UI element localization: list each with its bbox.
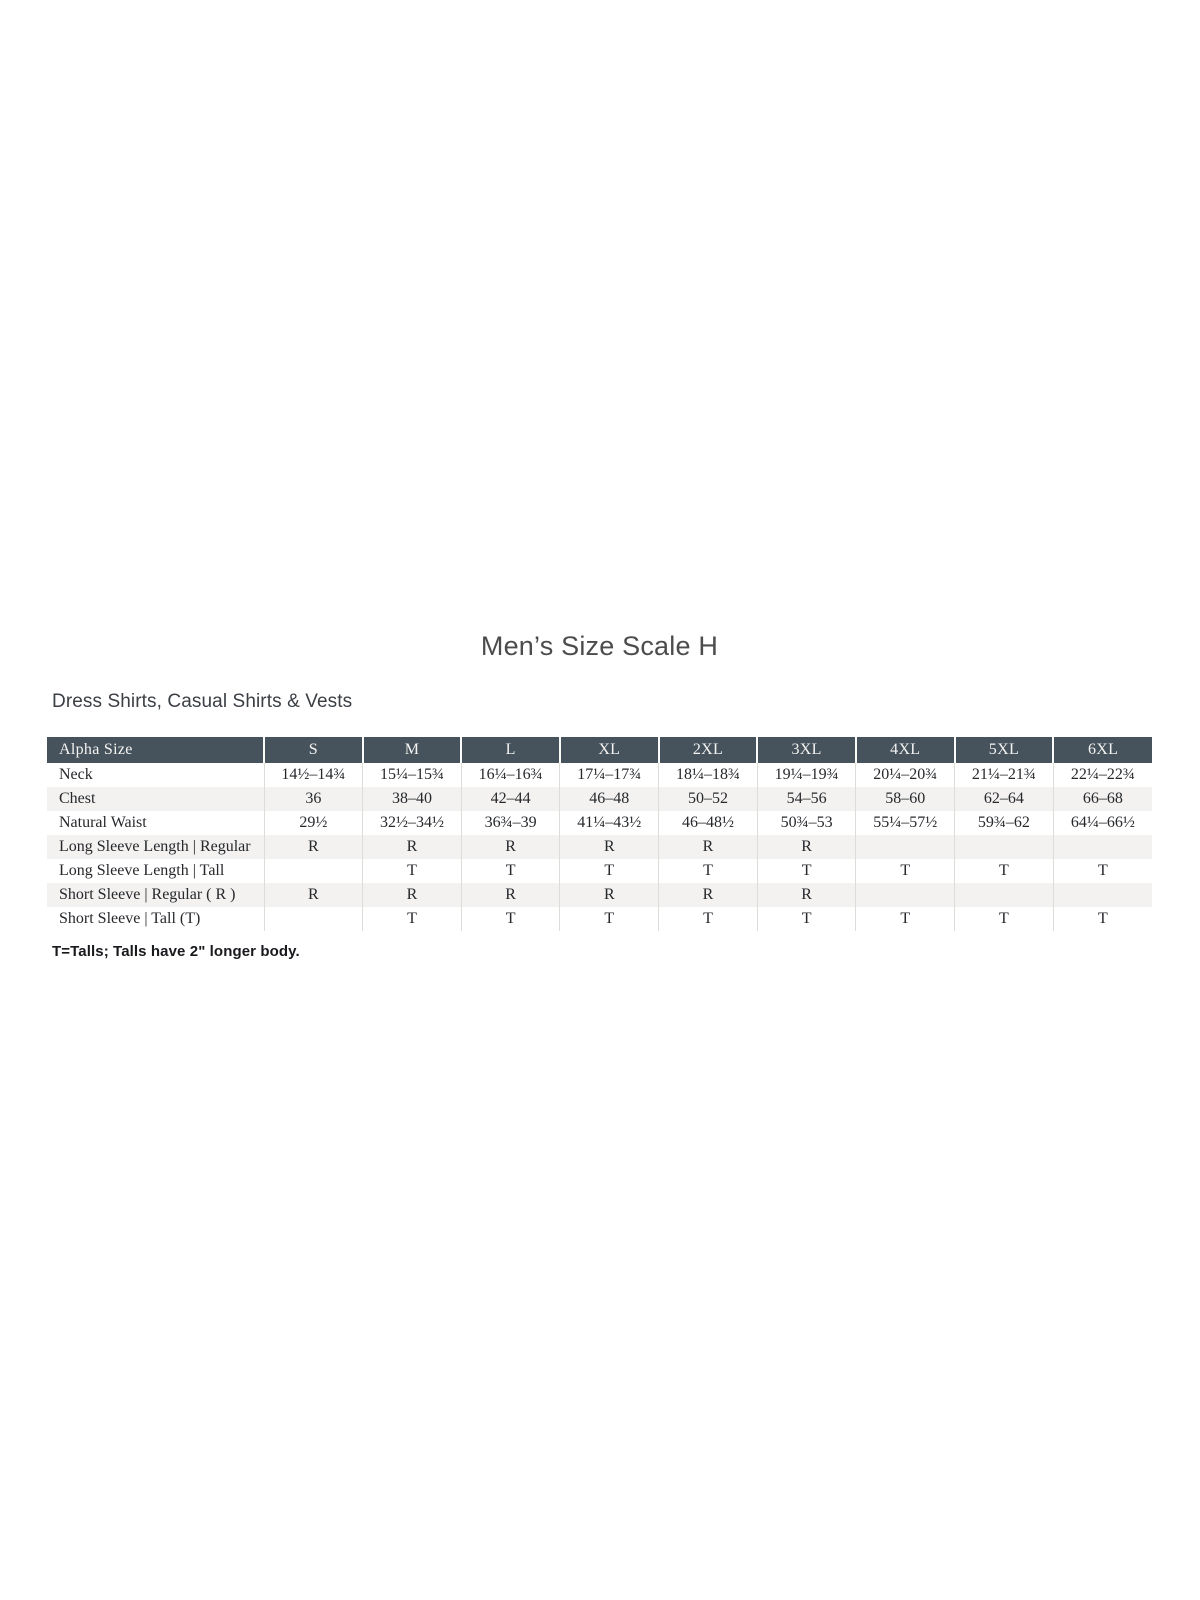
size-cell: T [559,859,659,883]
size-cell: 50–52 [658,787,758,811]
column-header-size: 2XL [657,737,758,763]
size-cell: T [954,907,1054,931]
size-cell: T [658,859,758,883]
size-cell: R [362,835,462,859]
size-cell: 20¼–20¾ [855,763,955,787]
table-row: Long Sleeve Length | Regular R R R R R R [47,835,1152,859]
size-cell: 38–40 [362,787,462,811]
size-cell: 15¼–15¾ [362,763,462,787]
size-cell: 36¾–39 [460,811,560,835]
row-label: Short Sleeve | Regular ( R ) [59,886,236,903]
size-cell [954,883,1054,907]
size-cell: 22¼–22¾ [1052,763,1152,787]
size-cell: R [362,883,462,907]
size-cell: 66–68 [1052,787,1152,811]
column-header-size: 3XL [756,737,856,763]
size-cell: T [362,859,462,883]
size-cell: 36 [263,787,363,811]
size-cell: T [658,907,758,931]
size-cell: T [460,907,560,931]
size-cell: 14½–14¾ [263,763,363,787]
column-header-size: XL [558,737,659,763]
size-cell: 46–48½ [658,811,758,835]
size-cell: T [855,859,955,883]
size-cell: R [658,835,758,859]
size-cell [954,835,1054,859]
size-cell: T [362,907,462,931]
table-header-row: Alpha Size S M L XL 2XL 3XL 4XL 5XL 6XL [47,737,1152,763]
size-cell: T [1052,907,1152,931]
row-label: Natural Waist [59,814,147,831]
table-body: Neck 14½–14¾ 15¼–15¾ 16¼–16¾ 17¼–17¾ 18¼–18¾ 1… [47,763,1152,931]
size-cell: 62–64 [954,787,1054,811]
size-cell: 41¼–43½ [559,811,659,835]
row-label: Short Sleeve | Tall (T) [59,910,201,927]
size-cell: 64¼–66½ [1052,811,1152,835]
size-cell: R [756,883,856,907]
size-cell: R [263,835,363,859]
size-cell: 18¼–18¾ [658,763,758,787]
size-cell: R [559,835,659,859]
size-cell: 55¼–57½ [855,811,955,835]
size-cell: T [559,907,659,931]
size-cell: 21¼–21¾ [954,763,1054,787]
column-header-size: 5XL [953,737,1054,763]
size-cell [263,859,363,883]
size-cell: T [460,859,560,883]
table-row: Chest 36 38–40 42–44 46–48 50–52 54–56 58–60 62–… [47,787,1152,811]
size-cell [855,883,955,907]
row-label: Long Sleeve Length | Tall [59,862,225,879]
table-row: Neck 14½–14¾ 15¼–15¾ 16¼–16¾ 17¼–17¾ 18¼–18¾ 1… [47,763,1152,787]
size-cell: R [263,883,363,907]
size-cell: 19¼–19¾ [756,763,856,787]
size-cell: R [658,883,758,907]
size-cell: 50¾–53 [756,811,856,835]
size-cell [1052,835,1152,859]
size-cell: 17¼–17¾ [559,763,659,787]
size-cell: 59¾–62 [954,811,1054,835]
size-cell [855,835,955,859]
table-row: Long Sleeve Length | Tall T T T T T T T T [47,859,1152,883]
column-header-label: Alpha Size [47,737,264,763]
row-label: Long Sleeve Length | Regular [59,838,251,855]
size-cell: T [954,859,1054,883]
page-title: Men’s Size Scale H [480,631,719,661]
column-header-size: S [263,737,363,763]
footnote: T=Talls; Talls have 2" longer body. [52,943,300,960]
column-header-size: M [361,737,462,763]
size-cell: 29½ [263,811,363,835]
size-cell: 32½–34½ [362,811,462,835]
size-cell: 46–48 [559,787,659,811]
section-heading: Dress Shirts, Casual Shirts & Vests [52,691,353,712]
size-cell: R [460,883,560,907]
table-row: Short Sleeve | Regular ( R ) R R R R R R [47,883,1152,907]
size-cell: T [855,907,955,931]
size-cell: T [756,907,856,931]
column-header-size: 6XL [1052,737,1152,763]
row-label: Chest [59,790,96,807]
size-cell: R [460,835,560,859]
size-table: Alpha Size S M L XL 2XL 3XL 4XL 5XL 6XL Neck 14½–1… [47,737,1152,931]
column-header-size: 4XL [854,737,955,763]
size-cell: R [559,883,659,907]
size-cell: T [1052,859,1152,883]
table-row: Natural Waist 29½ 32½–34½ 36¾–39 41¼–43½ 46–4… [47,811,1152,835]
table-row: Short Sleeve | Tall (T) T T T T T T T T [47,907,1152,931]
size-cell: T [756,859,856,883]
size-cell: 58–60 [855,787,955,811]
size-cell: R [756,835,856,859]
size-cell [263,907,363,931]
column-header-size: L [460,737,560,763]
size-cell: 42–44 [460,787,560,811]
row-label: Neck [59,766,93,783]
size-cell: 54–56 [756,787,856,811]
size-cell [1052,883,1152,907]
size-cell: 16¼–16¾ [460,763,560,787]
